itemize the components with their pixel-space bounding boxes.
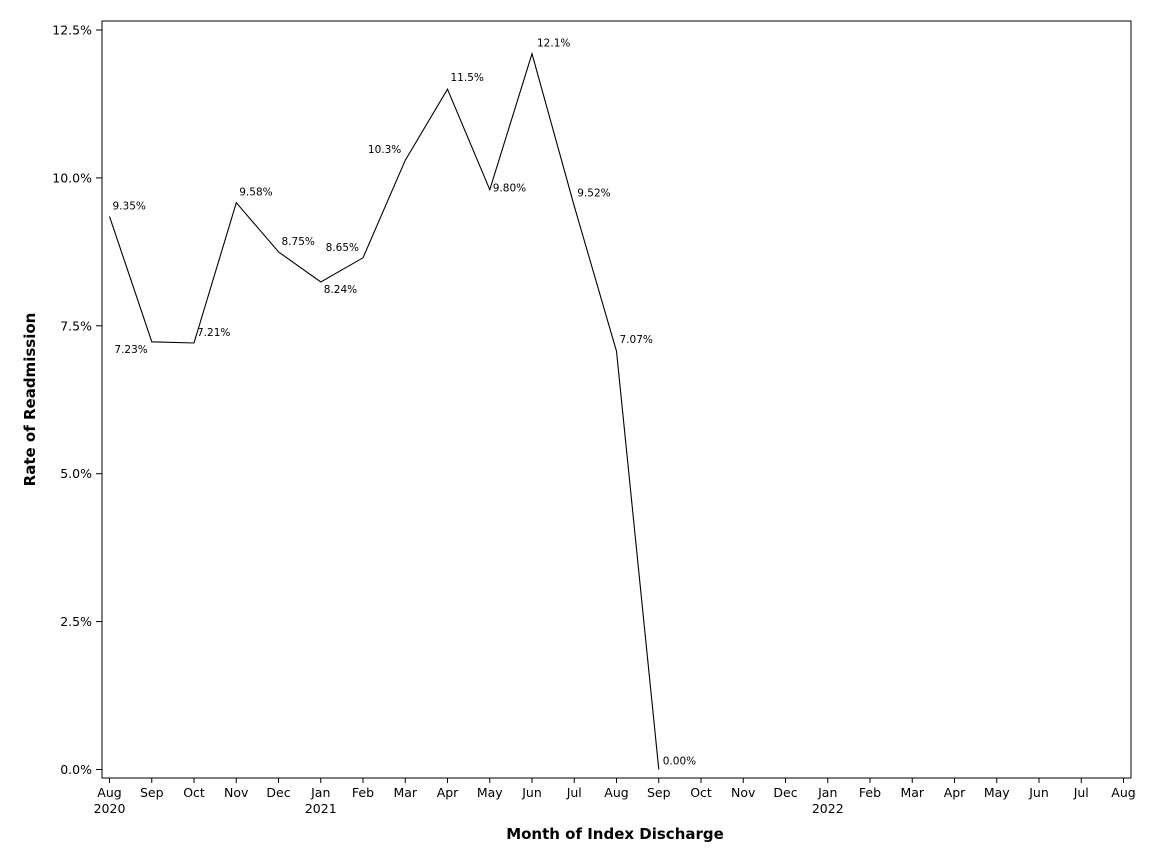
x-tick-month-label: Dec bbox=[773, 785, 797, 800]
x-tick-year-label: 2020 bbox=[94, 801, 126, 816]
x-tick-month-label: Jan bbox=[817, 785, 837, 800]
plot-frame bbox=[101, 20, 1132, 779]
x-tick-year-label: 2022 bbox=[812, 801, 844, 816]
x-tick-year-label: 2021 bbox=[305, 801, 337, 816]
y-axis: 0.0% 2.5% 5.0% 7.5% 10.0% 12.5% bbox=[52, 23, 102, 777]
x-tick-month-label: May bbox=[477, 785, 503, 800]
y-tick-label: 2.5% bbox=[60, 614, 92, 629]
x-tick-month-label: Nov bbox=[731, 785, 756, 800]
data-label: 8.75% bbox=[282, 236, 315, 248]
x-tick-month-label: Jun bbox=[521, 785, 542, 800]
data-label: 8.24% bbox=[324, 284, 357, 296]
x-tick-month-label: May bbox=[984, 785, 1010, 800]
x-tick-month-label: Feb bbox=[859, 785, 881, 800]
x-tick-month-label: Aug bbox=[97, 785, 121, 800]
x-tick-month-label: Aug bbox=[1111, 785, 1135, 800]
data-label: 9.35% bbox=[113, 200, 146, 212]
y-tick-label: 12.5% bbox=[52, 23, 92, 38]
data-label: 8.65% bbox=[326, 242, 359, 254]
x-tick-month-label: Mar bbox=[393, 785, 417, 800]
data-label-layer: 9.35% 7.23% 7.21% 9.58% 8.75% 8.24% 8.65% 10.3%… bbox=[113, 38, 697, 768]
data-label: 9.52% bbox=[577, 187, 610, 199]
x-tick-month-label: Feb bbox=[352, 785, 374, 800]
data-label: 7.23% bbox=[114, 344, 147, 356]
series-line-readmission-rate bbox=[108, 51, 660, 770]
x-tick-month-label: Jul bbox=[1073, 785, 1089, 800]
x-tick-month-label: Oct bbox=[183, 785, 205, 800]
data-label: 10.3% bbox=[368, 144, 401, 156]
y-axis-title: Rate of Readmission bbox=[21, 313, 39, 487]
data-label: 9.58% bbox=[239, 187, 272, 199]
x-tick-month-label: Dec bbox=[266, 785, 290, 800]
y-tick-label: 0.0% bbox=[60, 762, 92, 777]
x-tick-month-label: Apr bbox=[944, 785, 966, 800]
y-tick-label: 5.0% bbox=[60, 466, 92, 481]
x-tick-month-label: Nov bbox=[224, 785, 249, 800]
x-tick-month-label: Jun bbox=[1028, 785, 1049, 800]
x-tick-month-label: Oct bbox=[690, 785, 712, 800]
x-tick-month-label: Jul bbox=[566, 785, 582, 800]
y-tick-label: 7.5% bbox=[60, 318, 92, 333]
x-axis-title: Month of Index Discharge bbox=[506, 825, 724, 843]
data-label: 0.00% bbox=[663, 756, 696, 768]
x-tick-month-label: Sep bbox=[647, 785, 671, 800]
x-tick-month-label: Aug bbox=[604, 785, 628, 800]
x-tick-month-label: Mar bbox=[900, 785, 924, 800]
data-label: 7.07% bbox=[620, 334, 653, 346]
y-tick-label: 10.0% bbox=[52, 170, 92, 185]
x-tick-month-label: Apr bbox=[437, 785, 459, 800]
data-label: 7.21% bbox=[197, 327, 230, 339]
data-label: 12.1% bbox=[537, 38, 570, 50]
data-label: 9.80% bbox=[493, 183, 526, 195]
x-tick-month-label: Jan bbox=[310, 785, 330, 800]
data-label: 11.5% bbox=[451, 72, 484, 84]
series-layer bbox=[108, 51, 660, 770]
x-tick-month-label: Sep bbox=[140, 785, 164, 800]
